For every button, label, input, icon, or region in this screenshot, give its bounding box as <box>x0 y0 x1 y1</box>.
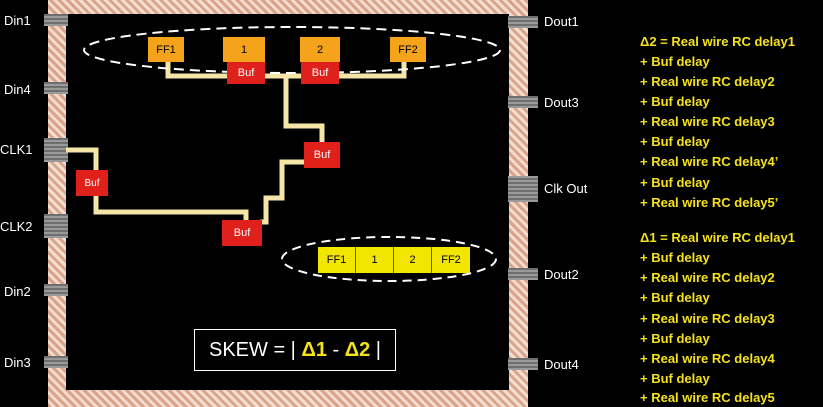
buffer-mid: Buf <box>304 142 340 168</box>
pin-label-din2: Din2 <box>4 284 31 299</box>
top-ff1-cell: FF1 <box>148 37 184 62</box>
pad-clk1 <box>44 138 68 162</box>
pad-dout4 <box>508 358 538 370</box>
bottom-ff2-cell: FF2 <box>432 247 470 273</box>
pad-din4 <box>44 82 68 94</box>
delta2-line: + Buf delay <box>640 94 710 109</box>
pad-din3 <box>44 356 68 368</box>
pin-label-din1: Din1 <box>4 13 31 28</box>
wire-clk1 <box>66 147 99 172</box>
wire-trunk-1 <box>93 196 249 224</box>
delta1-line: + Buf delay <box>640 371 710 386</box>
skew-suffix: | <box>375 338 381 361</box>
delta2-line: + Buf delay <box>640 54 710 69</box>
pad-clk2 <box>44 214 68 238</box>
skew-minus: - <box>332 338 340 361</box>
top-group-outline <box>83 26 501 74</box>
bottom-cell-1: 1 <box>356 247 394 273</box>
delta1-line: + Buf delay <box>640 290 710 305</box>
delta1-line: + Real wire RC delay4 <box>640 351 775 366</box>
delta1-line: Δ1 = Real wire RC delay1 <box>640 230 795 245</box>
delta1-line: + Buf delay <box>640 331 710 346</box>
top-cell-2: 2 <box>300 37 340 62</box>
top-cell-1: 1 <box>223 37 265 62</box>
delta1-line: + Real wire RC delay3 <box>640 311 775 326</box>
skew-delta1: Δ1 <box>301 338 327 361</box>
bottom-ff1-cell: FF1 <box>318 247 356 273</box>
top-ff2-cell: FF2 <box>390 37 426 62</box>
pad-dout1 <box>508 16 538 28</box>
pin-label-clk2: CLK2 <box>0 219 33 234</box>
pad-dout2 <box>508 268 538 280</box>
delta2-line: + Real wire RC delay5’ <box>640 195 779 210</box>
delta2-line: + Real wire RC delay2 <box>640 74 775 89</box>
bottom-cell-2: 2 <box>394 247 432 273</box>
pad-din1 <box>44 14 68 26</box>
pin-label-dout1: Dout1 <box>544 14 579 29</box>
delta1-line: + Real wire RC delay5 <box>640 390 775 405</box>
skew-prefix: SKEW = | <box>208 338 296 361</box>
skew-delta2: Δ2 <box>344 338 371 361</box>
delta2-line: + Real wire RC delay4’ <box>640 154 779 169</box>
bottom-group-outline <box>281 236 497 282</box>
delta2-line: + Buf delay <box>640 134 710 149</box>
pad-din2 <box>44 284 68 296</box>
pin-label-din4: Din4 <box>4 82 31 97</box>
pin-label-din3: Din3 <box>4 355 31 370</box>
buffer-low: Buf <box>222 220 262 246</box>
delta1-line: + Real wire RC delay2 <box>640 270 775 285</box>
delta2-line: + Real wire RC delay3 <box>640 114 775 129</box>
pin-label-dout4: Dout4 <box>544 357 579 372</box>
skew-formula: SKEW = | Δ1 - Δ2 | <box>194 329 396 371</box>
wire-trunk-3 <box>283 73 325 142</box>
buffer-clk1: Buf <box>76 170 108 196</box>
pin-label-clk1: CLK1 <box>0 142 33 157</box>
pad-dout3 <box>508 96 538 108</box>
pin-label-clk-out: Clk Out <box>544 181 588 196</box>
pin-label-dout3: Dout3 <box>544 95 579 110</box>
pin-label-dout2: Dout2 <box>544 267 579 282</box>
delta1-line: + Buf delay <box>640 250 710 265</box>
pad-clk-out <box>508 176 538 202</box>
delta2-line: + Buf delay <box>640 175 710 190</box>
buffer-top-right: Buf <box>301 62 339 84</box>
buffer-top-left: Buf <box>227 62 265 84</box>
delta2-line: Δ2 = Real wire RC delay1 <box>640 34 795 49</box>
wire-trunk-2 <box>260 159 306 225</box>
